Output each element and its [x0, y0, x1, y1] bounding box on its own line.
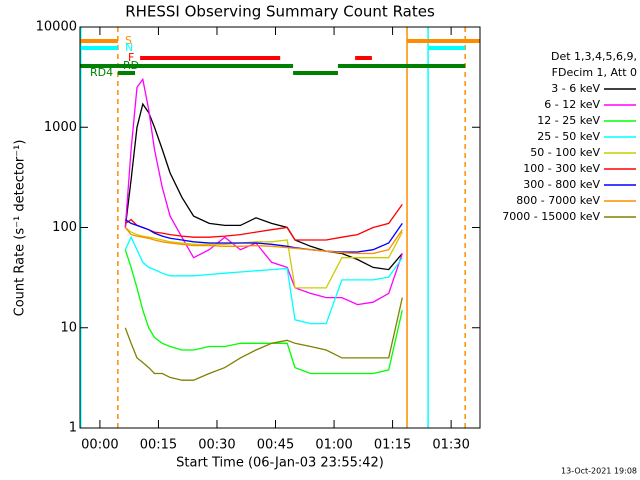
- legend-header: FDecim 1, Att 0: [552, 66, 637, 79]
- legend-label: 50 - 100 keV: [530, 146, 600, 159]
- x-tick-label: 00:00: [81, 438, 118, 453]
- legend-label: 100 - 300 keV: [523, 162, 600, 175]
- series-line: [124, 249, 403, 375]
- legend-label: 7000 - 15000 keV: [502, 210, 600, 223]
- flag-label: F: [128, 51, 134, 64]
- y-axis-label: Count Rate (s⁻¹ detector⁻¹): [13, 140, 28, 317]
- flag-label: RD: [123, 59, 139, 72]
- flag-label: RD4: [90, 66, 113, 79]
- series-line: [124, 227, 403, 255]
- chart-title: RHESSI Observing Summary Count Rates: [125, 3, 435, 21]
- legend-label: 3 - 6 keV: [551, 82, 600, 95]
- x-tick-label: 01:15: [374, 438, 411, 453]
- series-line: [124, 102, 403, 271]
- legend-label: 6 - 12 keV: [544, 98, 600, 111]
- x-tick-label: 00:15: [140, 438, 177, 453]
- y-tick-label: 10000: [36, 20, 77, 35]
- y-tick-label: 1: [69, 421, 77, 436]
- flag-label: N: [125, 41, 133, 54]
- legend-header: Det 1,3,4,5,6,9,: [551, 50, 637, 63]
- y-tick-label: 10: [60, 320, 77, 335]
- x-axis-label: Start Time (06-Jan-03 23:55:42): [176, 456, 384, 471]
- series-line: [124, 235, 403, 325]
- series-line: [124, 219, 403, 253]
- timestamp: 13-Oct-2021 19:08: [561, 467, 637, 476]
- legend-label: 12 - 25 keV: [537, 114, 600, 127]
- x-tick-label: 00:45: [257, 438, 294, 453]
- legend-label: 25 - 50 keV: [537, 130, 600, 143]
- legend-label: 300 - 800 keV: [523, 178, 600, 191]
- flag-label: S: [125, 34, 132, 47]
- y-tick-label: 100: [52, 220, 77, 235]
- series-line: [124, 297, 403, 381]
- x-tick-label: 01:30: [432, 438, 469, 453]
- legend-label: 800 - 7000 keV: [516, 194, 600, 207]
- x-tick-label: 00:30: [198, 438, 235, 453]
- y-tick-label: 1000: [44, 120, 77, 135]
- x-tick-label: 01:00: [315, 438, 352, 453]
